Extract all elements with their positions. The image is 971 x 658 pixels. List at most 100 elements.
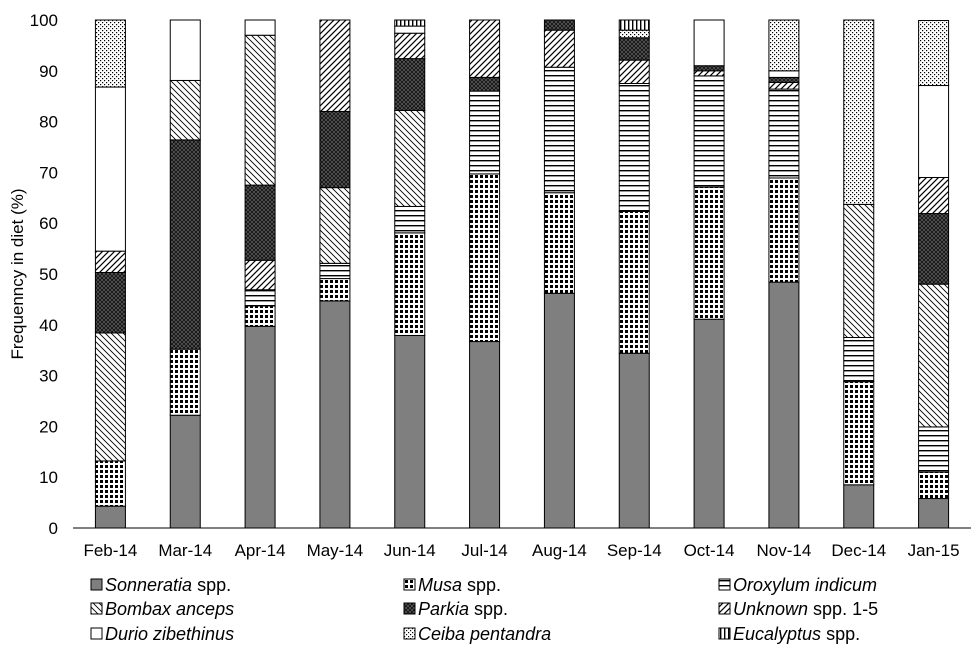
legend-swatch xyxy=(91,603,102,614)
y-tick-label: 60 xyxy=(39,214,58,233)
legend-item-oroxylum-indicum: Oroxylum indicum xyxy=(719,575,877,595)
y-tick-label: 20 xyxy=(39,417,58,436)
legend-swatch xyxy=(719,628,730,639)
bar-segment-parkia xyxy=(769,77,799,82)
bar-segment-ceiba-pentandra xyxy=(844,20,874,204)
bar-segment-oroxylum-indicum xyxy=(769,89,799,178)
x-tick-label: Feb-14 xyxy=(83,541,137,560)
bar-oct-14 xyxy=(694,20,724,528)
bar-aug-14 xyxy=(544,20,574,528)
legend-label: Durio zibethinus xyxy=(105,624,234,644)
x-tick-label: Mar-14 xyxy=(158,541,212,560)
x-tick-label: Jul-14 xyxy=(461,541,507,560)
bar-segment-eucalyptus xyxy=(619,20,649,30)
bar-segment-musa xyxy=(919,472,949,498)
bar-segment-unknown xyxy=(769,82,799,89)
bar-segment-bombax-anceps xyxy=(170,80,200,139)
x-tick-label: Dec-14 xyxy=(831,541,886,560)
legend-label: Musa spp. xyxy=(418,575,501,595)
bar-segment-musa xyxy=(619,212,649,354)
legend-swatch xyxy=(719,579,730,590)
legend-label: Ceiba pentandra xyxy=(418,624,551,644)
bar-segment-durio-zibethinus xyxy=(395,26,425,33)
legend: Sonneratia spp. Musa spp. Oroxylum indicum… xyxy=(91,575,878,644)
legend-swatch xyxy=(404,579,415,590)
bar-segment-parkia xyxy=(245,185,275,260)
x-axis-ticks: Feb-14 Mar-14 Apr-14 May-14 Jun-14 Jul-14 Aug-… xyxy=(83,541,959,560)
x-tick-label: Sep-14 xyxy=(607,541,662,560)
bar-segment-oroxylum-indicum xyxy=(694,76,724,187)
bar-segment-parkia xyxy=(95,272,125,332)
bar-segment-oroxylum-indicum xyxy=(544,67,574,192)
bar-segment-musa xyxy=(769,178,799,282)
bar-segment-parkia xyxy=(320,111,350,187)
bar-segment-parkia xyxy=(470,77,500,91)
x-tick-label: Jun-14 xyxy=(384,541,436,560)
bar-segment-sonneratia xyxy=(470,342,500,528)
x-tick-label: Nov-14 xyxy=(757,541,812,560)
bar-segment-parkia xyxy=(919,214,949,285)
bar-segment-sonneratia xyxy=(919,499,949,528)
bar-nov-14 xyxy=(769,20,799,528)
legend-label: Bombax anceps xyxy=(105,599,234,619)
legend-label: Parkia spp. xyxy=(418,599,508,619)
bar-segment-eucalyptus xyxy=(395,20,425,26)
y-tick-label: 50 xyxy=(39,265,58,284)
legend-swatch xyxy=(404,603,415,614)
bar-may-14 xyxy=(320,20,350,528)
bar-segment-oroxylum-indicum xyxy=(470,91,500,174)
bar-segment-sonneratia xyxy=(769,282,799,528)
bar-segment-musa xyxy=(395,233,425,336)
bar-segment-musa xyxy=(694,187,724,319)
y-tick-label: 90 xyxy=(39,62,58,81)
bar-segment-durio-zibethinus xyxy=(245,20,275,35)
bar-segment-musa xyxy=(470,174,500,342)
y-tick-label: 70 xyxy=(39,163,58,182)
bar-segment-unknown xyxy=(245,260,275,289)
bar-segment-unknown xyxy=(470,20,500,77)
bar-segment-sonneratia xyxy=(395,335,425,528)
x-tick-label: Aug-14 xyxy=(532,541,587,560)
bar-segment-oroxylum-indicum xyxy=(619,84,649,212)
bars-group xyxy=(95,20,948,528)
bar-feb-14 xyxy=(95,20,125,528)
bar-segment-unknown xyxy=(694,71,724,76)
bar-sep-14 xyxy=(619,20,649,528)
bar-segment-durio-zibethinus xyxy=(694,20,724,66)
bar-segment-sonneratia xyxy=(245,326,275,528)
legend-item-bombax-anceps: Bombax anceps xyxy=(91,599,234,619)
x-tick-label: Oct-14 xyxy=(684,541,735,560)
bar-segment-sonneratia xyxy=(170,415,200,528)
legend-item-durio-zibethinus: Durio zibethinus xyxy=(91,624,234,644)
bar-segment-unknown xyxy=(544,30,574,67)
bar-jun-14 xyxy=(395,20,425,528)
bar-segment-unknown xyxy=(95,251,125,272)
bar-segment-durio-zibethinus xyxy=(170,20,200,80)
legend-swatch xyxy=(719,603,730,614)
bar-mar-14 xyxy=(170,20,200,528)
bar-segment-unknown xyxy=(320,20,350,111)
bar-apr-14 xyxy=(245,20,275,528)
legend-item-parkia: Parkia spp. xyxy=(404,599,508,619)
y-axis-title: Frequenncy in diet (%) xyxy=(8,188,27,359)
bar-segment-parkia xyxy=(694,66,724,71)
bar-segment-durio-zibethinus xyxy=(95,87,125,251)
legend-label: Eucalyptus spp. xyxy=(733,624,860,644)
legend-label: Oroxylum indicum xyxy=(733,575,877,595)
bar-segment-sonneratia xyxy=(95,506,125,528)
legend-item-eucalyptus: Eucalyptus spp. xyxy=(719,624,860,644)
bar-segment-parkia xyxy=(544,20,574,30)
bar-segment-bombax-anceps xyxy=(395,110,425,206)
x-tick-label: Apr-14 xyxy=(235,541,286,560)
bar-segment-bombax-anceps xyxy=(245,35,275,185)
bar-segment-oroxylum-indicum xyxy=(245,290,275,306)
bar-segment-oroxylum-indicum xyxy=(919,427,949,472)
bar-segment-sonneratia xyxy=(619,353,649,528)
legend-label: Sonneratia spp. xyxy=(105,575,231,595)
y-tick-label: 0 xyxy=(49,519,58,538)
bar-segment-sonneratia xyxy=(844,485,874,528)
bar-segment-sonneratia xyxy=(694,319,724,528)
legend-item-sonneratia: Sonneratia spp. xyxy=(91,575,231,595)
legend-item-musa: Musa spp. xyxy=(404,575,501,595)
